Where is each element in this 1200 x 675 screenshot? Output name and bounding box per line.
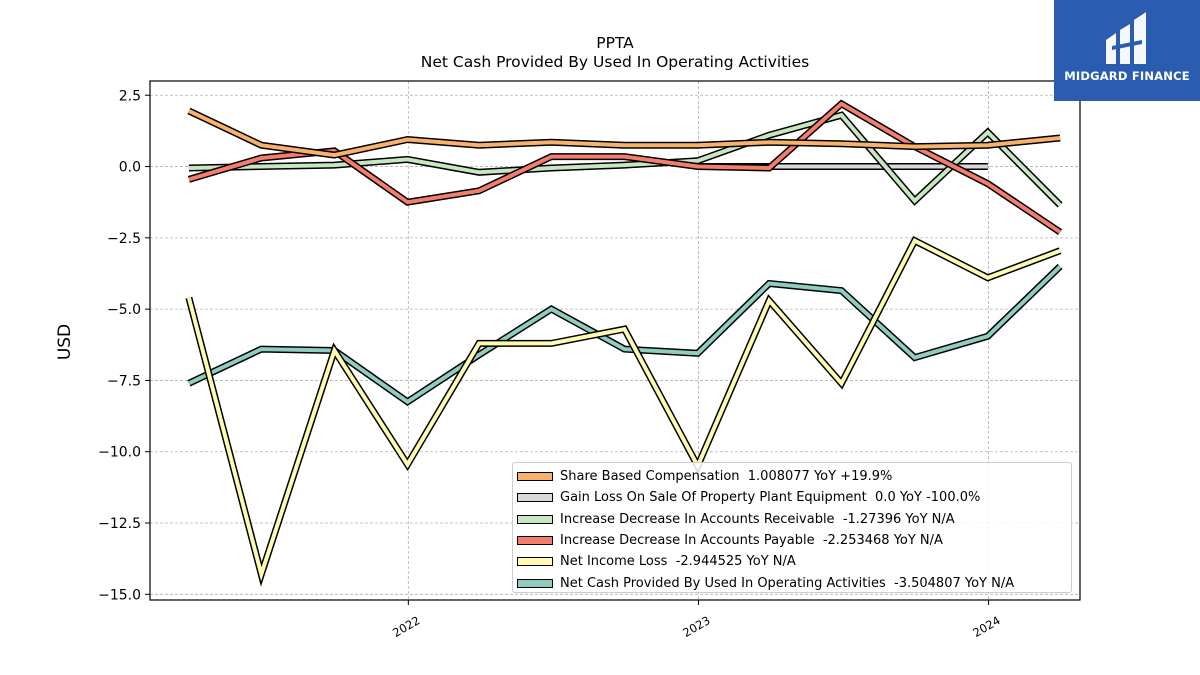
series-lines — [185, 99, 1063, 587]
logo-mark-icon — [1106, 12, 1146, 64]
legend-label: Net Cash Provided By Used In Operating A… — [560, 575, 1015, 591]
y-tick-label: −7.5 — [107, 373, 141, 389]
y-axis-label: USD — [55, 324, 75, 360]
legend-label: Gain Loss On Sale Of Property Plant Equi… — [560, 490, 981, 506]
legend-entry: Net Cash Provided By Used In Operating A… — [517, 572, 1071, 593]
legend-label: Increase Decrease In Accounts Payable -2… — [560, 533, 943, 549]
legend-label: Increase Decrease In Accounts Receivable… — [560, 511, 955, 527]
legend-entry: Share Based Compensation 1.008077 YoY +1… — [517, 466, 1071, 487]
legend-swatch — [517, 578, 553, 588]
legend-swatch — [517, 493, 553, 503]
legend-label: Share Based Compensation 1.008077 YoY +1… — [560, 469, 893, 485]
brand-logo: MIDGARD FINANCE — [1054, 0, 1200, 101]
y-tick-label: −12.5 — [98, 516, 141, 532]
legend-swatch — [517, 514, 553, 524]
legend-entry: Increase Decrease In Accounts Payable -2… — [517, 530, 1071, 551]
x-tick-label: 2024 — [970, 613, 1002, 640]
series-line-share-based-compensation-outline — [187, 107, 1061, 159]
logo-text: MIDGARD FINANCE — [1064, 69, 1190, 83]
y-tick-label: 0.0 — [119, 160, 141, 176]
plot-frame — [149, 80, 1081, 601]
y-tick-label: −10.0 — [98, 445, 141, 461]
legend: Share Based Compensation 1.008077 YoY +1… — [512, 462, 1072, 593]
y-tick-label: −15.0 — [98, 587, 141, 603]
legend-label: Net Income Loss -2.944525 YoY N/A — [560, 554, 796, 570]
x-tick-label: 2022 — [390, 613, 422, 640]
y-tick-label: −5.0 — [107, 302, 141, 318]
chart-title: PPTA — [596, 34, 634, 52]
legend-entry: Gain Loss On Sale Of Property Plant Equi… — [517, 487, 1071, 508]
legend-swatch — [517, 472, 553, 482]
series-line-share-based-compensation — [188, 109, 1061, 158]
x-axis-ticks: 2022 2023 2024 — [390, 600, 1003, 640]
legend-swatch — [517, 557, 553, 567]
series-line-net-income-loss — [186, 238, 1061, 582]
y-axis-ticks: 2.5 0.0 −2.5 −5.0 −7.5 −10.0 −12.5 −15.0 — [98, 88, 150, 603]
legend-entry: Net Income Loss -2.944525 YoY N/A — [517, 551, 1071, 572]
legend-entry: Increase Decrease In Accounts Receivable… — [517, 509, 1071, 530]
x-tick-label: 2023 — [680, 613, 712, 640]
y-tick-label: 2.5 — [119, 88, 141, 104]
legend-swatch — [517, 536, 553, 546]
series-line-increase-decrease-in-accounts-receivable — [188, 112, 1062, 207]
chart-subtitle: Net Cash Provided By Used In Operating A… — [421, 53, 809, 71]
y-tick-label: −2.5 — [107, 231, 141, 247]
